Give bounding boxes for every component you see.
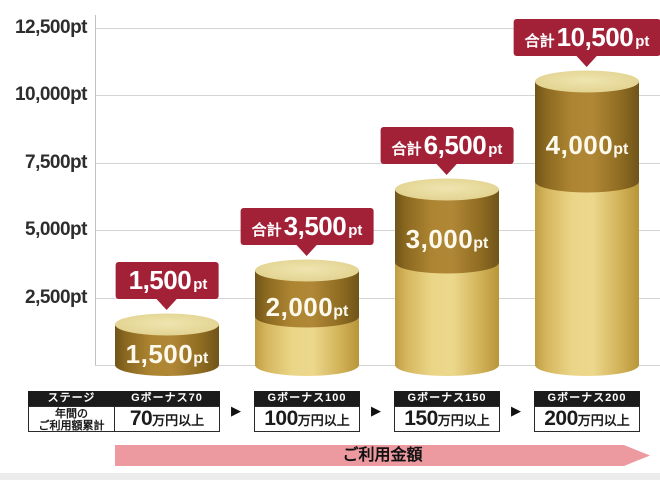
cylinder-4-bonus-segment (535, 81, 639, 193)
bonus-points-label: 1,500pt (82, 337, 252, 376)
total-points-value: 3,500 (283, 210, 347, 241)
cylinder-2-bonus-segment (255, 270, 359, 328)
stage-legend-box: ステージ 年間の ご利用額累計 (28, 391, 115, 432)
y-tick-label: 12,500pt (14, 16, 88, 38)
bonus-stage-box: Gボーナス100 100万円以上 (254, 391, 360, 432)
gridline (95, 162, 660, 164)
total-points-unit: pt (635, 32, 650, 50)
spend-threshold-suffix: 万円以上 (437, 413, 490, 428)
total-prefix-label: 合計 (391, 140, 422, 158)
y-axis-line (95, 15, 96, 365)
total-points-unit: pt (348, 221, 363, 239)
bonus-stage-name: Gボーナス200 (534, 391, 640, 406)
bonus-points-unit: pt (193, 349, 209, 367)
total-points-value: 10,500 (556, 21, 634, 52)
cylinder-3-top-face (395, 178, 499, 201)
bonus-stage-name: Gボーナス100 (254, 391, 360, 406)
bonus-stage-name: Gボーナス150 (394, 391, 500, 406)
spend-threshold-value: 100 (264, 407, 298, 430)
x-axis-amount-arrow: ご利用金額 (115, 445, 650, 466)
bonus-points-label: 3,000pt (362, 222, 532, 261)
spend-threshold-suffix: 万円以上 (297, 413, 350, 428)
baseline-gridline (95, 365, 660, 366)
bonus-points-unit: pt (613, 140, 629, 158)
bottom-divider (0, 473, 660, 480)
spend-threshold-suffix: 万円以上 (577, 413, 630, 428)
cylinder-1-top-face (115, 313, 219, 336)
spend-threshold: 70万円以上 (114, 406, 220, 432)
bonus-stage-name: Gボーナス70 (114, 391, 220, 406)
cylinder-3-carryover-segment (395, 262, 499, 376)
gridline (95, 230, 660, 231)
total-points-unit: pt (193, 275, 208, 293)
bonus-points-value: 4,000 (545, 129, 614, 160)
y-tick-label: 5,000pt (25, 219, 87, 240)
total-points-value: 1,500 (128, 264, 192, 295)
spend-threshold-value: 200 (544, 407, 578, 430)
bonus-points-unit: pt (473, 235, 489, 252)
next-step-arrow-icon: ▶ (231, 403, 241, 418)
total-prefix-label: 合計 (524, 32, 555, 50)
y-tick-label: 7,500pt (25, 151, 87, 173)
cylinder-1-bonus-segment (115, 324, 219, 376)
y-tick-label: 2,500pt (25, 286, 87, 308)
cylinder-4-top-face (535, 70, 639, 93)
spend-threshold-suffix: 万円以上 (152, 413, 205, 428)
cylinder-3-bonus-segment (395, 189, 499, 274)
bonus-points-value: 2,000 (265, 291, 334, 322)
gridline (95, 27, 660, 29)
next-step-arrow-icon: ▶ (371, 403, 381, 418)
stage-legend-body: 年間の ご利用額累計 (28, 406, 115, 432)
stage-legend-line1: 年間の (55, 408, 88, 420)
bonus-points-unit: pt (333, 302, 349, 320)
total-prefix-label: 合計 (251, 221, 282, 239)
bonus-stage-box: Gボーナス200 200万円以上 (534, 391, 640, 432)
stage-legend-header: ステージ (28, 391, 115, 406)
total-callout-bubble: 合計 10,500 pt (513, 18, 660, 56)
cylinder-2-carryover-segment (255, 316, 359, 376)
bonus-points-value: 3,000 (405, 224, 474, 254)
next-step-arrow-icon: ▶ (511, 403, 521, 418)
gridline (95, 95, 660, 96)
spend-threshold-value: 70 (129, 407, 153, 430)
total-points-unit: pt (488, 140, 503, 158)
total-points-value: 6,500 (423, 129, 487, 160)
cylinder-4-carryover-segment (535, 181, 639, 376)
total-callout-bubble: 合計 3,500 pt (240, 207, 374, 245)
bonus-points-value: 1,500 (125, 338, 194, 369)
stage-legend-line2: ご利用額累計 (38, 420, 105, 432)
total-callout-bubble: 合計 6,500 pt (380, 126, 514, 164)
bonus-points-label: 4,000pt (502, 128, 660, 167)
total-callout-bubble: 1,500 pt (115, 261, 219, 299)
spend-threshold: 150万円以上 (394, 406, 500, 432)
bonus-points-label: 2,000pt (222, 290, 392, 329)
spend-threshold: 200万円以上 (534, 406, 640, 432)
bonus-stage-box: Gボーナス150 150万円以上 (394, 391, 500, 432)
spend-threshold: 100万円以上 (254, 406, 360, 432)
gridline (95, 297, 660, 299)
bonus-stage-box: Gボーナス70 70万円以上 (114, 391, 220, 432)
spend-threshold-value: 150 (404, 407, 438, 430)
x-axis-amount-label: ご利用金額 (342, 447, 423, 464)
cylinder-2-top-face (255, 259, 359, 282)
y-tick-label: 10,000pt (14, 84, 88, 105)
